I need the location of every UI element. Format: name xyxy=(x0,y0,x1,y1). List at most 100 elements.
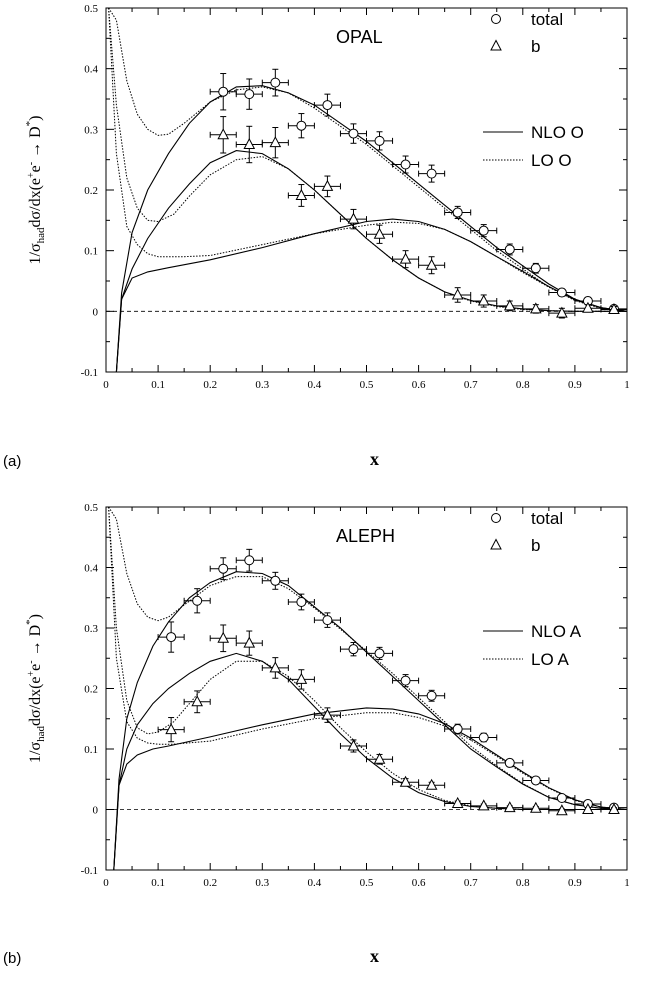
y-axis-label-part: e xyxy=(27,165,44,172)
data-point-b xyxy=(477,294,490,306)
data-point-total xyxy=(322,615,333,626)
theory-curves xyxy=(108,507,627,870)
data-point-b xyxy=(243,636,256,648)
x-tick-label: 0.8 xyxy=(516,877,530,889)
y-tick-label: 0.5 xyxy=(84,3,98,15)
legend-label-lo: LO O xyxy=(531,151,572,170)
data-point-b xyxy=(295,188,308,200)
y-axis-label-part: had xyxy=(35,227,47,243)
data-point-b xyxy=(373,227,386,239)
data-point-total xyxy=(426,168,437,179)
data-point-total xyxy=(192,595,203,606)
x-tick-label: 1 xyxy=(624,379,630,391)
data-point-total xyxy=(504,757,515,768)
data-point-b xyxy=(217,128,230,140)
plot-frame xyxy=(105,506,628,871)
x-tick-label: 0.1 xyxy=(151,877,165,889)
y-axis-label-part: dσ/dx(e xyxy=(27,677,44,727)
data-point-b xyxy=(529,302,542,314)
y-axis-label-part: e xyxy=(27,664,44,671)
y-axis-label-part: dσ/dx(e xyxy=(27,178,44,228)
chart-panel-a: 0 0.1 0.2 0.3 0.4 0.5 0.6 0.7 0.8 0.9 1 -0.1 0 0.1 0.2… xyxy=(3,3,630,470)
data-point-total xyxy=(400,159,411,170)
data-point-b xyxy=(347,212,360,224)
data-point-b xyxy=(269,661,282,673)
x-tick-label: 0.9 xyxy=(568,379,582,391)
y-axis-label-part: 1/σ xyxy=(27,742,44,763)
legend-label-b: b xyxy=(531,37,540,56)
y-tick-label: 0.2 xyxy=(84,185,98,197)
legend-marker-triangle xyxy=(490,538,502,550)
data-point-total xyxy=(556,287,567,298)
series-total xyxy=(209,68,628,314)
x-tick-label: 0.7 xyxy=(464,877,478,889)
x-tick-label: 0.1 xyxy=(151,379,165,391)
data-point-total xyxy=(504,244,515,255)
data-point-total xyxy=(270,77,281,88)
data-point-b xyxy=(373,752,386,764)
data-point-b xyxy=(399,252,412,264)
legend-label-nlo: NLO O xyxy=(531,123,584,142)
x-axis-label: x xyxy=(370,946,379,966)
y-axis-label: 1/σhaddσ/dx(e+e- → D*) xyxy=(24,614,47,763)
y-axis-label-part: + xyxy=(26,671,37,677)
y-axis-label-part: + xyxy=(26,172,37,178)
data-point-b xyxy=(347,739,360,751)
y-tick-label: -0.1 xyxy=(81,865,98,877)
curve-lo-a-b xyxy=(108,507,627,810)
y-tick-label: -0.1 xyxy=(81,367,98,379)
x-tick-label: 0 xyxy=(103,379,109,391)
y-axis-label-part: ) xyxy=(27,614,44,619)
data-point-total xyxy=(374,648,385,659)
y-axis-label-part: * xyxy=(24,121,36,127)
y-tick-label: 0 xyxy=(93,805,99,817)
data-point-total xyxy=(322,100,333,111)
data-point-b xyxy=(269,136,282,148)
curve-nlo-o-c xyxy=(115,218,627,372)
data-point-total xyxy=(530,775,541,786)
data-point-b xyxy=(529,801,542,813)
x-tick-label: 0.2 xyxy=(203,379,217,391)
x-tick-label: 0.3 xyxy=(255,379,269,391)
data-point-total xyxy=(478,732,489,743)
data-point-b xyxy=(165,723,177,735)
legend-label-lo: LO A xyxy=(531,650,569,669)
y-tick-label: 0.3 xyxy=(84,623,98,635)
data-point-total xyxy=(296,120,307,131)
x-tick-label: 0.7 xyxy=(464,379,478,391)
x-tick-label: 1 xyxy=(624,877,630,889)
x-tick-label: 0.8 xyxy=(516,379,530,391)
data-point-total xyxy=(348,128,359,139)
data-point-total xyxy=(270,575,281,586)
theory-curves xyxy=(108,8,627,372)
curve-nlo-a-c xyxy=(113,707,627,870)
x-tick-label: 0.4 xyxy=(308,877,322,889)
data-point-b xyxy=(425,778,438,790)
data-point-b xyxy=(451,288,464,300)
legend-label-nlo: NLO A xyxy=(531,622,582,641)
y-tick-label: 0.3 xyxy=(84,124,98,136)
data-point-total xyxy=(348,644,359,655)
data-point-total xyxy=(166,632,177,643)
curve-nlo-a-b xyxy=(113,652,627,870)
y-axis-label-part: had xyxy=(35,726,47,742)
experiment-label: OPAL xyxy=(336,27,383,47)
data-point-b xyxy=(295,672,308,684)
y-axis-label: 1/σhaddσ/dx(e+e- → D*) xyxy=(24,116,47,265)
data-point-total xyxy=(296,596,307,607)
curve-lo-o-c xyxy=(108,8,627,312)
legend: total b NLO O LO O xyxy=(483,10,584,170)
series-b xyxy=(157,624,628,816)
data-point-b xyxy=(451,796,464,808)
data-point-b xyxy=(503,801,516,813)
y-axis-label-part: → D xyxy=(27,625,44,661)
x-tick-label: 0.6 xyxy=(412,877,426,889)
y-axis-label-part: * xyxy=(24,619,36,625)
data-point-total xyxy=(218,86,229,97)
legend: total b NLO A LO A xyxy=(483,509,582,669)
data-point-b xyxy=(399,775,412,787)
x-tick-label: 0.5 xyxy=(360,877,374,889)
chart-panel-b: 0 0.1 0.2 0.3 0.4 0.5 0.6 0.7 0.8 0.9 1 -0.1 0 0.1 0.2… xyxy=(3,502,630,967)
curve-lo-a-c xyxy=(108,507,627,810)
